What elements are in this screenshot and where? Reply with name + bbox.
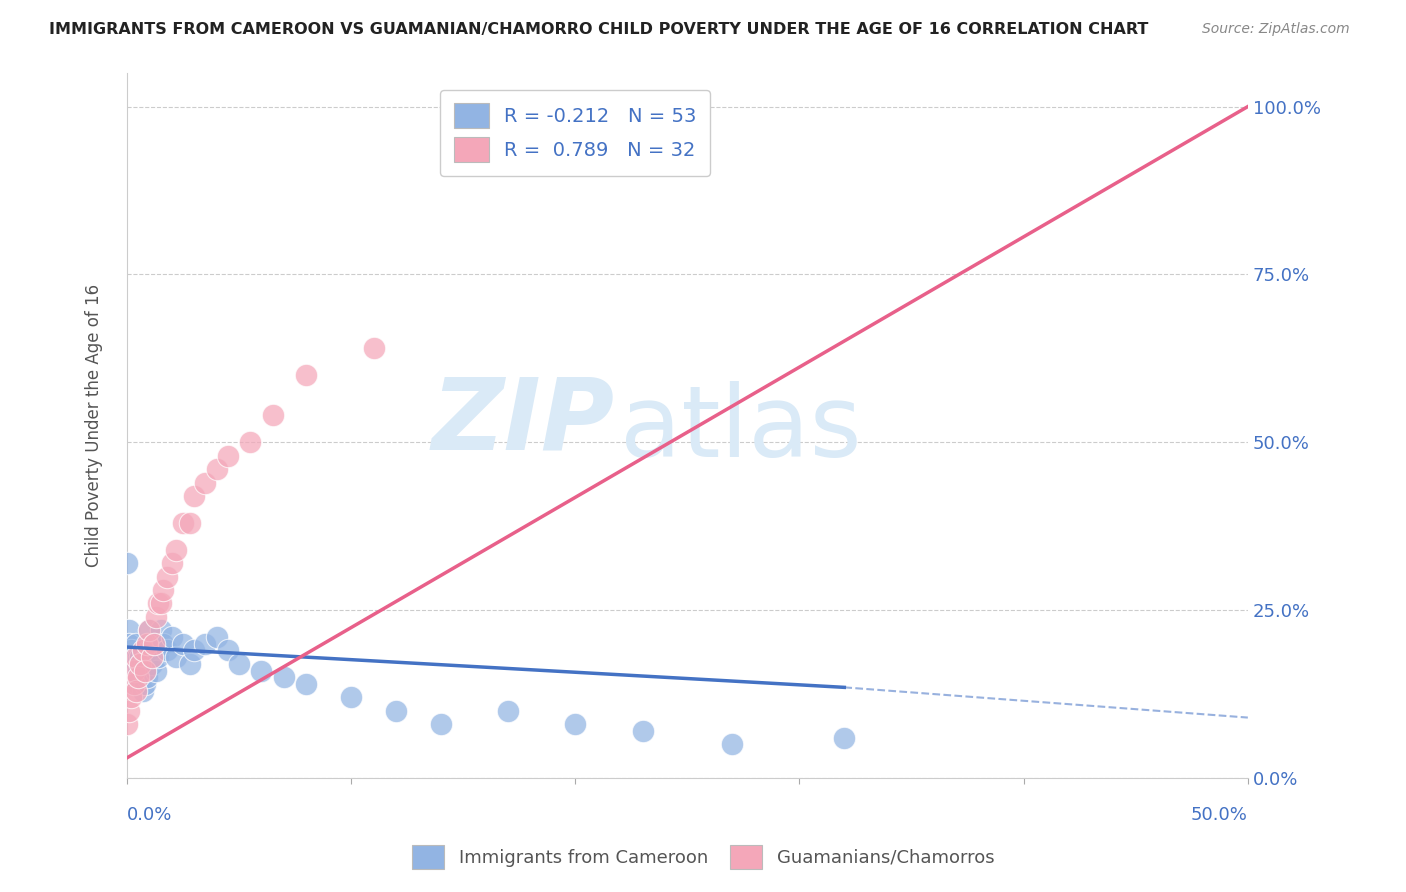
Point	[122, 670, 145, 684]
Point	[172, 637, 194, 651]
Point	[127, 650, 149, 665]
Point	[122, 677, 145, 691]
Point	[273, 670, 295, 684]
Point	[129, 650, 152, 665]
Point	[120, 690, 142, 705]
Point	[115, 556, 138, 570]
Point	[129, 670, 152, 684]
Point	[149, 624, 172, 638]
Legend: Immigrants from Cameroon, Guamanians/Chamorros: Immigrants from Cameroon, Guamanians/Cha…	[405, 838, 1001, 876]
Point	[122, 664, 145, 678]
Point	[149, 596, 172, 610]
Point	[156, 643, 179, 657]
Point	[250, 664, 273, 678]
Point	[295, 677, 318, 691]
Point	[120, 664, 142, 678]
Point	[194, 475, 217, 490]
Point	[120, 677, 142, 691]
Point	[239, 435, 262, 450]
Point	[145, 664, 167, 678]
Point	[142, 637, 165, 651]
Point	[834, 731, 856, 745]
Point	[115, 717, 138, 731]
Point	[179, 516, 201, 530]
Point	[122, 650, 145, 665]
Point	[165, 650, 187, 665]
Point	[217, 643, 239, 657]
Point	[631, 724, 654, 739]
Point	[179, 657, 201, 671]
Point	[340, 690, 363, 705]
Point	[183, 489, 205, 503]
Point	[138, 624, 160, 638]
Point	[127, 664, 149, 678]
Point	[152, 637, 174, 651]
Point	[142, 637, 165, 651]
Point	[295, 368, 318, 383]
Text: ZIP: ZIP	[432, 374, 614, 470]
Text: 50.0%: 50.0%	[1191, 806, 1249, 824]
Point	[141, 650, 163, 665]
Point	[129, 657, 152, 671]
Point	[156, 569, 179, 583]
Point	[131, 683, 153, 698]
Point	[165, 542, 187, 557]
Point	[134, 677, 156, 691]
Point	[217, 449, 239, 463]
Point	[118, 637, 141, 651]
Point	[148, 596, 170, 610]
Point	[127, 677, 149, 691]
Point	[136, 637, 159, 651]
Point	[721, 738, 744, 752]
Point	[141, 657, 163, 671]
Point	[152, 582, 174, 597]
Point	[118, 704, 141, 718]
Point	[194, 637, 217, 651]
Point	[429, 717, 451, 731]
Point	[127, 670, 149, 684]
Point	[120, 643, 142, 657]
Point	[125, 657, 148, 671]
Point	[122, 664, 145, 678]
Y-axis label: Child Poverty Under the Age of 16: Child Poverty Under the Age of 16	[86, 284, 103, 567]
Point	[385, 704, 408, 718]
Legend: R = -0.212   N = 53, R =  0.789   N = 32: R = -0.212 N = 53, R = 0.789 N = 32	[440, 90, 710, 176]
Point	[136, 650, 159, 665]
Point	[115, 650, 138, 665]
Point	[148, 650, 170, 665]
Point	[131, 664, 153, 678]
Point	[125, 650, 148, 665]
Point	[183, 643, 205, 657]
Point	[138, 643, 160, 657]
Text: Source: ZipAtlas.com: Source: ZipAtlas.com	[1202, 22, 1350, 37]
Point	[125, 637, 148, 651]
Point	[496, 704, 519, 718]
Point	[172, 516, 194, 530]
Point	[160, 630, 183, 644]
Point	[205, 630, 228, 644]
Point	[564, 717, 586, 731]
Point	[145, 610, 167, 624]
Text: IMMIGRANTS FROM CAMEROON VS GUAMANIAN/CHAMORRO CHILD POVERTY UNDER THE AGE OF 16: IMMIGRANTS FROM CAMEROON VS GUAMANIAN/CH…	[49, 22, 1149, 37]
Point	[138, 624, 160, 638]
Point	[228, 657, 250, 671]
Point	[125, 670, 148, 684]
Point	[262, 409, 284, 423]
Point	[205, 462, 228, 476]
Text: atlas: atlas	[620, 381, 862, 477]
Point	[160, 556, 183, 570]
Point	[118, 624, 141, 638]
Point	[363, 341, 385, 355]
Point	[134, 664, 156, 678]
Point	[136, 670, 159, 684]
Text: 0.0%: 0.0%	[127, 806, 173, 824]
Point	[134, 657, 156, 671]
Point	[131, 643, 153, 657]
Point	[125, 683, 148, 698]
